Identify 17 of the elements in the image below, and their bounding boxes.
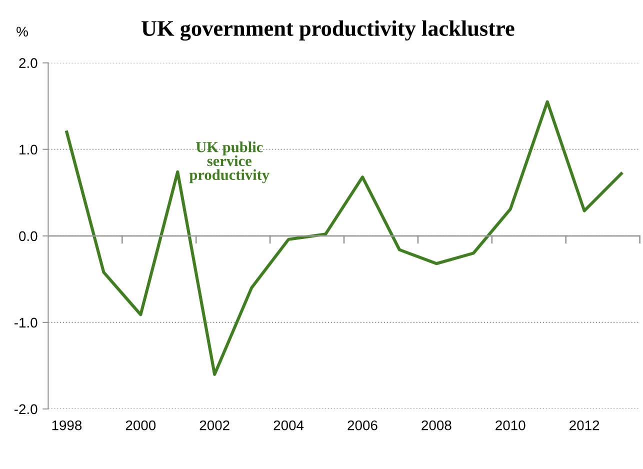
x-tick-label: 2002: [200, 420, 230, 430]
y-axis-title: %: [16, 26, 28, 37]
x-tick-label: 1998: [52, 420, 82, 430]
x-tick-label: 2006: [348, 420, 378, 430]
line-series: [65, 100, 623, 376]
y-tick-label: -1.0: [14, 318, 38, 328]
y-tick-label: 0.0: [19, 231, 38, 242]
chart-title: UK government productivity lacklustre: [142, 20, 514, 41]
series-label: UK public service productivity: [189, 142, 270, 184]
x-tick-label: 2008: [422, 420, 452, 430]
y-tick-label: 2.0: [19, 58, 38, 68]
y-tick-label: -2.0: [14, 404, 38, 414]
y-tick-label: 1.0: [20, 144, 38, 155]
x-tick-label: 2004: [274, 420, 304, 430]
x-tick-label: 2000: [126, 420, 156, 430]
x-tick-label: 2012: [570, 420, 600, 430]
x-tick-label: 2010: [496, 420, 526, 430]
